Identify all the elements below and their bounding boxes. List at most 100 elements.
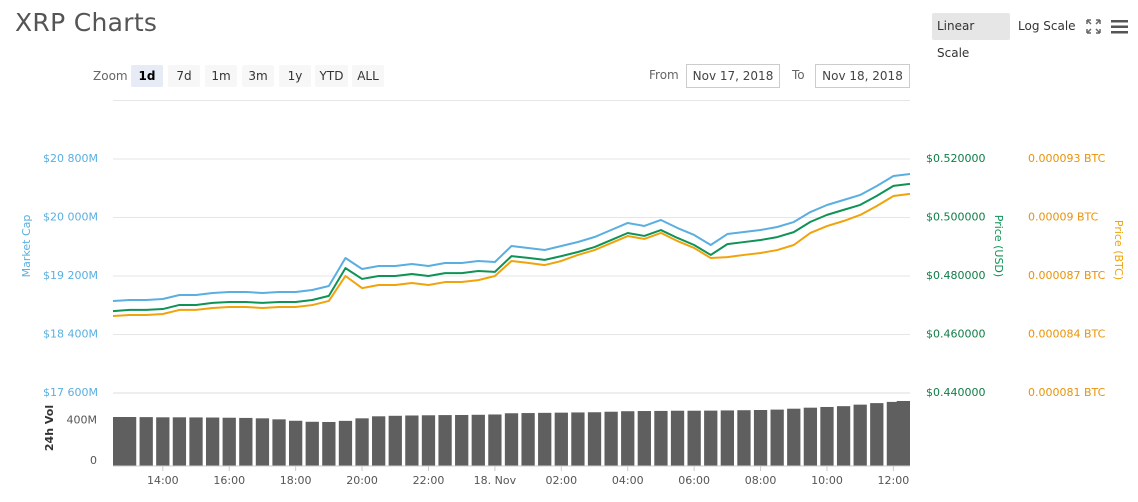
volume-bar — [720, 410, 734, 466]
zoom-button[interactable]: 1y — [279, 65, 311, 87]
volume-bar — [554, 412, 568, 466]
volume-tick-label: 0 — [90, 454, 97, 467]
x-tick-label: 02:00 — [545, 474, 577, 487]
x-tick-label: 22:00 — [413, 474, 445, 487]
volume-bar — [753, 410, 768, 466]
volume-bar — [289, 420, 303, 466]
volume-bar — [853, 404, 867, 466]
x-tick-label: 14:00 — [147, 474, 179, 487]
volume-bar — [836, 406, 851, 466]
fullscreen-glyph — [1086, 19, 1101, 34]
x-tick-label: 08:00 — [745, 474, 777, 487]
axis-title: Market Cap — [20, 215, 33, 278]
y2-tick-label: $0.500000 — [926, 211, 986, 224]
y2-tick-label: $0.460000 — [926, 328, 986, 341]
y-tick-label: $17 600M — [43, 386, 98, 399]
volume-bar — [189, 417, 203, 466]
y3-tick-label: 0.000081 BTC — [1028, 386, 1106, 399]
price-line — [112, 172, 911, 303]
fullscreen-icon[interactable] — [1086, 19, 1101, 34]
volume-bar — [305, 421, 319, 466]
y3-tick-label: 0.000087 BTC — [1028, 269, 1106, 282]
zoom-button[interactable]: 1d — [131, 65, 163, 87]
x-tick-label: 16:00 — [213, 474, 245, 487]
to-label: To — [792, 68, 805, 82]
zoom-button[interactable]: YTD — [315, 65, 348, 87]
x-tick-label: 10:00 — [811, 474, 843, 487]
volume-bar — [896, 400, 910, 466]
y-tick-label: $18 400M — [43, 328, 98, 341]
from-label: From — [649, 68, 679, 82]
volume-bar — [388, 415, 402, 466]
volume-bar — [637, 411, 651, 466]
volume-bar — [156, 417, 170, 466]
x-tick-label: 04:00 — [612, 474, 644, 487]
zoom-label: Zoom — [93, 69, 128, 83]
y3-tick-label: 0.00009 BTC — [1028, 211, 1099, 224]
volume-bar — [338, 420, 353, 466]
menu-bar — [1111, 20, 1128, 23]
axis-title: Price (BTC) — [1112, 220, 1125, 280]
volume-bar — [521, 413, 535, 466]
volume-bar — [504, 413, 519, 466]
volume-bar — [172, 417, 187, 466]
menu-icon[interactable] — [1111, 20, 1128, 34]
volume-bar — [239, 417, 253, 466]
to-date-input[interactable]: Nov 18, 2018 — [815, 64, 910, 88]
y-tick-label: $19 200M — [43, 269, 98, 282]
volume-bar — [139, 417, 153, 466]
volume-bar — [488, 414, 502, 466]
volume-bar — [787, 408, 801, 466]
volume-bar — [803, 407, 818, 466]
y-tick-label: $20 800M — [43, 152, 98, 165]
zoom-button[interactable]: 1m — [205, 65, 237, 87]
zoom-button[interactable]: 7d — [168, 65, 200, 87]
y2-tick-label: $0.440000 — [926, 386, 986, 399]
volume-bar — [455, 414, 469, 466]
volume-bar — [222, 417, 236, 466]
menu-bar — [1111, 31, 1128, 34]
volume-bar — [471, 414, 485, 466]
y3-tick-label: 0.000084 BTC — [1028, 328, 1106, 341]
volume-bar — [604, 411, 618, 466]
log-scale-button[interactable]: Log Scale — [1018, 19, 1076, 33]
volume-bar — [737, 410, 751, 466]
zoom-button[interactable]: ALL — [352, 65, 384, 87]
volume-bar — [405, 415, 419, 466]
volume-bar — [272, 419, 286, 466]
volume-tick-label: 400M — [67, 413, 98, 426]
x-tick-label: 06:00 — [678, 474, 710, 487]
volume-bar — [687, 410, 701, 466]
volume-bar — [654, 410, 668, 466]
volume-bar — [670, 410, 685, 466]
y2-tick-label: $0.480000 — [926, 269, 986, 282]
volume-bar — [355, 418, 369, 466]
volume-bar — [538, 412, 552, 466]
x-tick-label: 18:00 — [280, 474, 312, 487]
volume-bar — [587, 412, 602, 466]
y-tick-label: $20 000M — [43, 211, 98, 224]
x-tick-label: 12:00 — [878, 474, 910, 487]
volume-bar — [322, 421, 336, 466]
volume-bar — [571, 412, 585, 466]
volume-bar — [372, 416, 386, 466]
volume-bar — [122, 417, 137, 466]
from-date-input[interactable]: Nov 17, 2018 — [686, 64, 780, 88]
x-tick-label: 20:00 — [346, 474, 378, 487]
x-tick-label: 18. Nov — [474, 474, 517, 487]
volume-bar — [438, 415, 452, 466]
volume-bar — [870, 403, 884, 466]
price-line — [112, 182, 911, 313]
y2-tick-label: $0.520000 — [926, 152, 986, 165]
price-line — [112, 192, 911, 317]
axis-title: Price (USD) — [992, 215, 1005, 277]
volume-axis-title: 24h Vol — [43, 405, 56, 451]
linear-scale-button[interactable]: Linear Scale — [932, 13, 1010, 60]
volume-bar — [255, 418, 270, 466]
zoom-button[interactable]: 3m — [242, 65, 274, 87]
volume-bar — [621, 411, 635, 466]
volume-bar — [770, 409, 784, 466]
y3-tick-label: 0.000093 BTC — [1028, 152, 1106, 165]
